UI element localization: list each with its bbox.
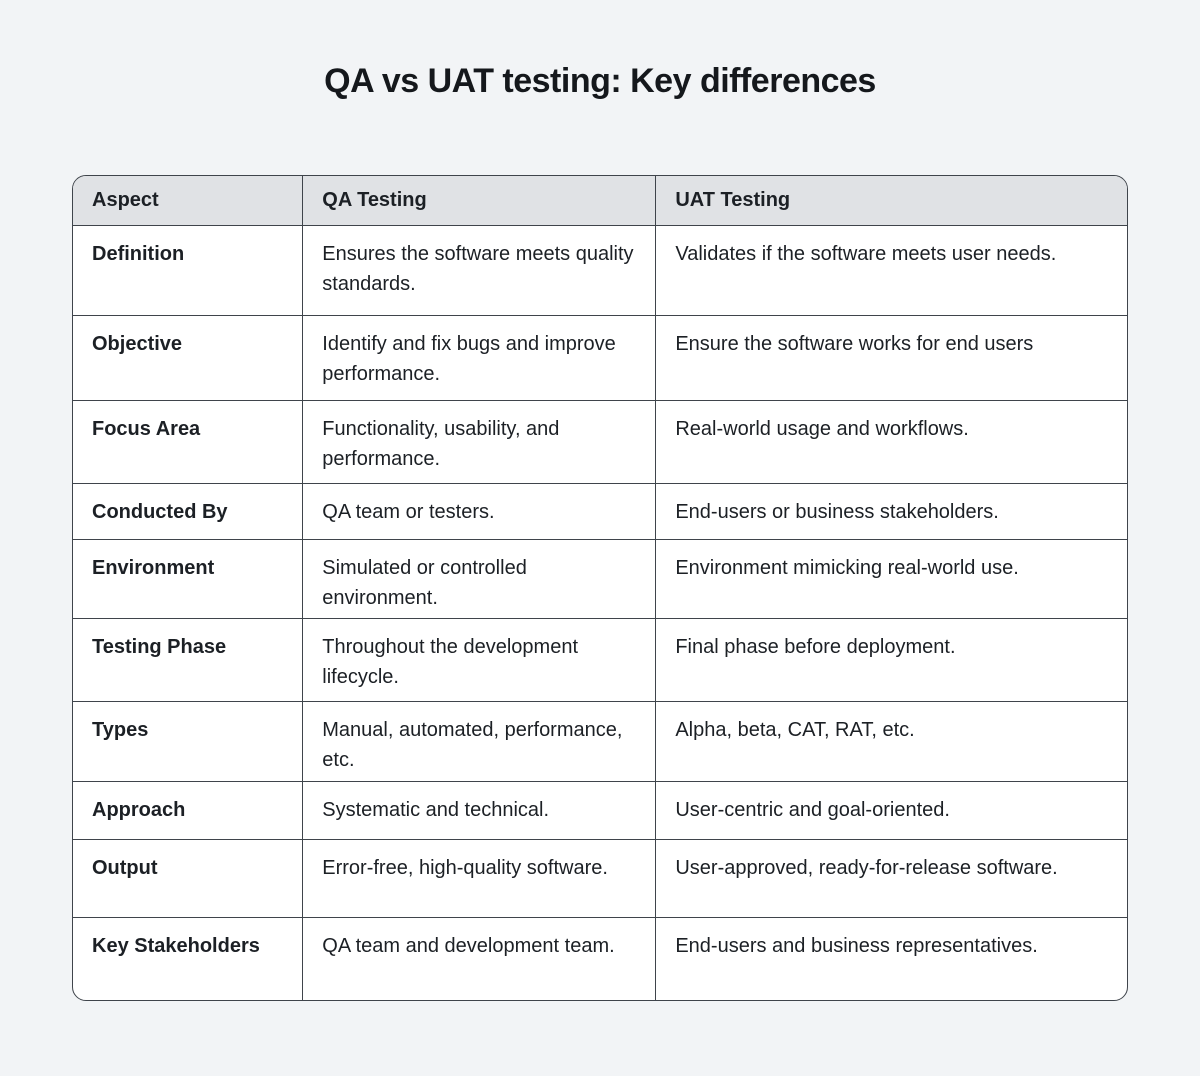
qa-cell: Identify and fix bugs and improve perfor…: [302, 314, 656, 400]
table-row: Definition Ensures the software meets qu…: [73, 224, 1127, 315]
qa-cell: QA team or testers.: [302, 482, 656, 539]
uat-cell: Environment mimicking real-world use.: [655, 538, 1127, 618]
aspect-cell: Objective: [73, 314, 303, 400]
aspect-cell: Types: [73, 700, 303, 781]
table-row: Conducted By QA team or testers. End-use…: [73, 482, 1127, 539]
aspect-cell: Conducted By: [73, 482, 303, 539]
uat-cell: Real-world usage and workflows.: [655, 399, 1127, 483]
uat-cell: Ensure the software works for end users: [655, 314, 1127, 400]
aspect-cell: Environment: [73, 538, 303, 618]
qa-cell: Manual, automated, performance, etc.: [302, 700, 656, 781]
uat-cell: User-approved, ready-for-release softwar…: [655, 838, 1127, 917]
aspect-cell: Approach: [73, 780, 303, 839]
table-header: Aspect QA Testing UAT Testing: [73, 176, 1127, 225]
column-header-aspect: Aspect: [73, 176, 303, 225]
table-row: Output Error-free, high-quality software…: [73, 838, 1127, 917]
qa-cell: Simulated or controlled environment.: [302, 538, 656, 618]
table-row: Objective Identify and fix bugs and impr…: [73, 314, 1127, 400]
table-row: Key Stakeholders QA team and development…: [73, 916, 1127, 1000]
aspect-cell: Output: [73, 838, 303, 917]
comparison-table: Aspect QA Testing UAT Testing Definition…: [73, 176, 1127, 1000]
table-body: Definition Ensures the software meets qu…: [73, 224, 1127, 1000]
aspect-cell: Definition: [73, 224, 303, 315]
header-row: Aspect QA Testing UAT Testing: [73, 176, 1127, 225]
uat-cell: Alpha, beta, CAT, RAT, etc.: [655, 700, 1127, 781]
uat-cell: Final phase before deployment.: [655, 617, 1127, 701]
table-row: Types Manual, automated, performance, et…: [73, 700, 1127, 781]
qa-cell: Throughout the development lifecycle.: [302, 617, 656, 701]
uat-cell: User-centric and goal-oriented.: [655, 780, 1127, 839]
qa-cell: Error-free, high-quality software.: [302, 838, 656, 917]
aspect-cell: Focus Area: [73, 399, 303, 483]
aspect-cell: Key Stakeholders: [73, 916, 303, 1000]
column-header-uat-testing: UAT Testing: [655, 176, 1127, 225]
qa-cell: QA team and development team.: [302, 916, 656, 1000]
qa-cell: Systematic and technical.: [302, 780, 656, 839]
table-row: Approach Systematic and technical. User-…: [73, 780, 1127, 839]
table-row: Focus Area Functionality, usability, and…: [73, 399, 1127, 483]
column-header-qa-testing: QA Testing: [302, 176, 656, 225]
uat-cell: End-users and business representatives.: [655, 916, 1127, 1000]
qa-cell: Functionality, usability, and performanc…: [302, 399, 656, 483]
table-row: Environment Simulated or controlled envi…: [73, 538, 1127, 618]
page-title: QA vs UAT testing: Key differences: [324, 62, 876, 100]
uat-cell: Validates if the software meets user nee…: [655, 224, 1127, 315]
aspect-cell: Testing Phase: [73, 617, 303, 701]
qa-cell: Ensures the software meets quality stand…: [302, 224, 656, 315]
uat-cell: End-users or business stakeholders.: [655, 482, 1127, 539]
comparison-table-container: Aspect QA Testing UAT Testing Definition…: [72, 175, 1128, 1001]
table-row: Testing Phase Throughout the development…: [73, 617, 1127, 701]
